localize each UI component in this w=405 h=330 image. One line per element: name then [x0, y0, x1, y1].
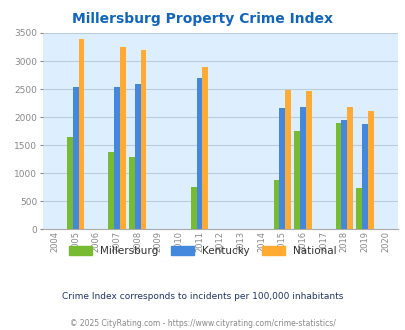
Bar	[79, 39, 84, 229]
Bar	[361, 124, 367, 229]
Bar	[119, 47, 126, 229]
Text: © 2025 CityRating.com - https://www.cityrating.com/crime-statistics/: © 2025 CityRating.com - https://www.city…	[70, 319, 335, 328]
Bar	[67, 137, 72, 229]
Bar	[335, 123, 341, 229]
Bar	[273, 180, 279, 229]
Bar	[346, 107, 352, 229]
Text: Crime Index corresponds to incidents per 100,000 inhabitants: Crime Index corresponds to incidents per…	[62, 292, 343, 301]
Bar	[202, 67, 208, 229]
Bar	[355, 187, 361, 229]
Bar	[108, 152, 114, 229]
Text: Millersburg Property Crime Index: Millersburg Property Crime Index	[72, 12, 333, 25]
Bar	[190, 187, 196, 229]
Bar	[114, 87, 119, 229]
Bar	[196, 78, 202, 229]
Bar	[305, 91, 311, 229]
Bar	[279, 108, 284, 229]
Bar	[284, 90, 290, 229]
Bar	[367, 111, 373, 229]
Bar	[299, 107, 305, 229]
Bar	[129, 157, 134, 229]
Bar	[72, 87, 79, 229]
Bar	[294, 131, 299, 229]
Legend: Millersburg, Kentucky, National: Millersburg, Kentucky, National	[64, 242, 341, 260]
Bar	[140, 50, 146, 229]
Bar	[134, 84, 140, 229]
Bar	[341, 120, 346, 229]
